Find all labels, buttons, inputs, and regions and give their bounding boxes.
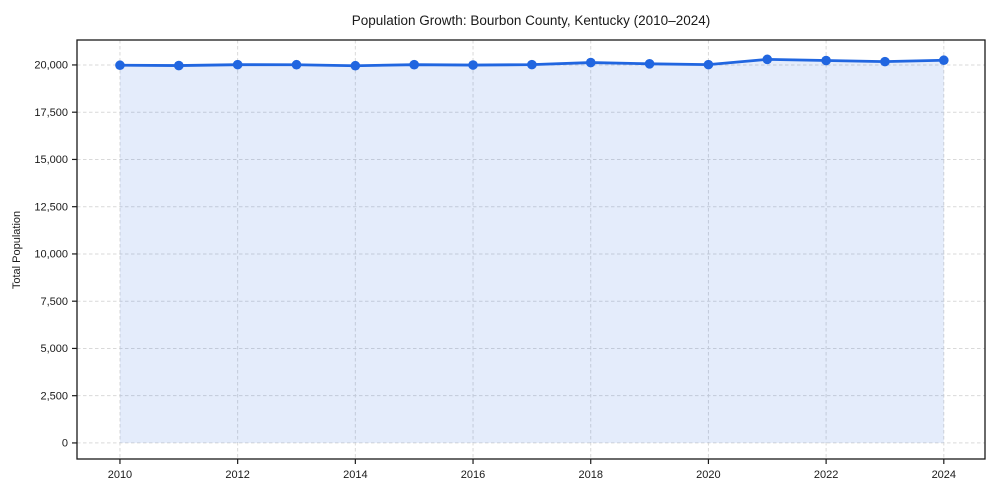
plot-border (76, 39, 986, 460)
data-point (409, 59, 419, 70)
x-tick-label: 2024 (932, 469, 956, 481)
y-axis-label: Total Population (11, 210, 23, 290)
chart-title: Population Growth: Bourbon County, Kentu… (351, 13, 711, 28)
x-tick-label: 2012 (225, 469, 249, 481)
data-point (232, 59, 243, 70)
data-point (174, 60, 184, 71)
y-tick-label: 15,000 (34, 154, 68, 166)
y-tick-label: 10,000 (34, 249, 68, 261)
x-tick-label: 2010 (108, 469, 132, 481)
data-point (762, 54, 773, 65)
x-tick-label: 2018 (578, 469, 602, 481)
data-point (880, 56, 890, 67)
data-point (468, 60, 478, 70)
data-point (939, 55, 949, 66)
x-tick-label: 2014 (343, 469, 367, 481)
y-tick-label: 12,500 (34, 201, 68, 213)
data-point (703, 59, 714, 70)
data-point (585, 57, 596, 68)
y-tick-label: 20,000 (34, 60, 68, 72)
y-tick-label: 2,500 (40, 390, 68, 402)
data-point (644, 59, 655, 69)
area-fill (119, 59, 944, 443)
data-point (821, 55, 831, 66)
x-tick-label: 2016 (461, 469, 485, 481)
data-point (115, 60, 125, 71)
data-point (350, 60, 361, 71)
y-tick-label: 0 (62, 438, 68, 450)
y-tick-label: 5,000 (40, 343, 68, 355)
data-point (291, 59, 302, 70)
x-tick-label: 2020 (696, 469, 720, 481)
data-point (527, 59, 537, 70)
y-tick-label: 17,500 (34, 107, 68, 119)
y-tick-label: 7,500 (40, 296, 68, 308)
x-tick-label: 2022 (814, 469, 838, 481)
